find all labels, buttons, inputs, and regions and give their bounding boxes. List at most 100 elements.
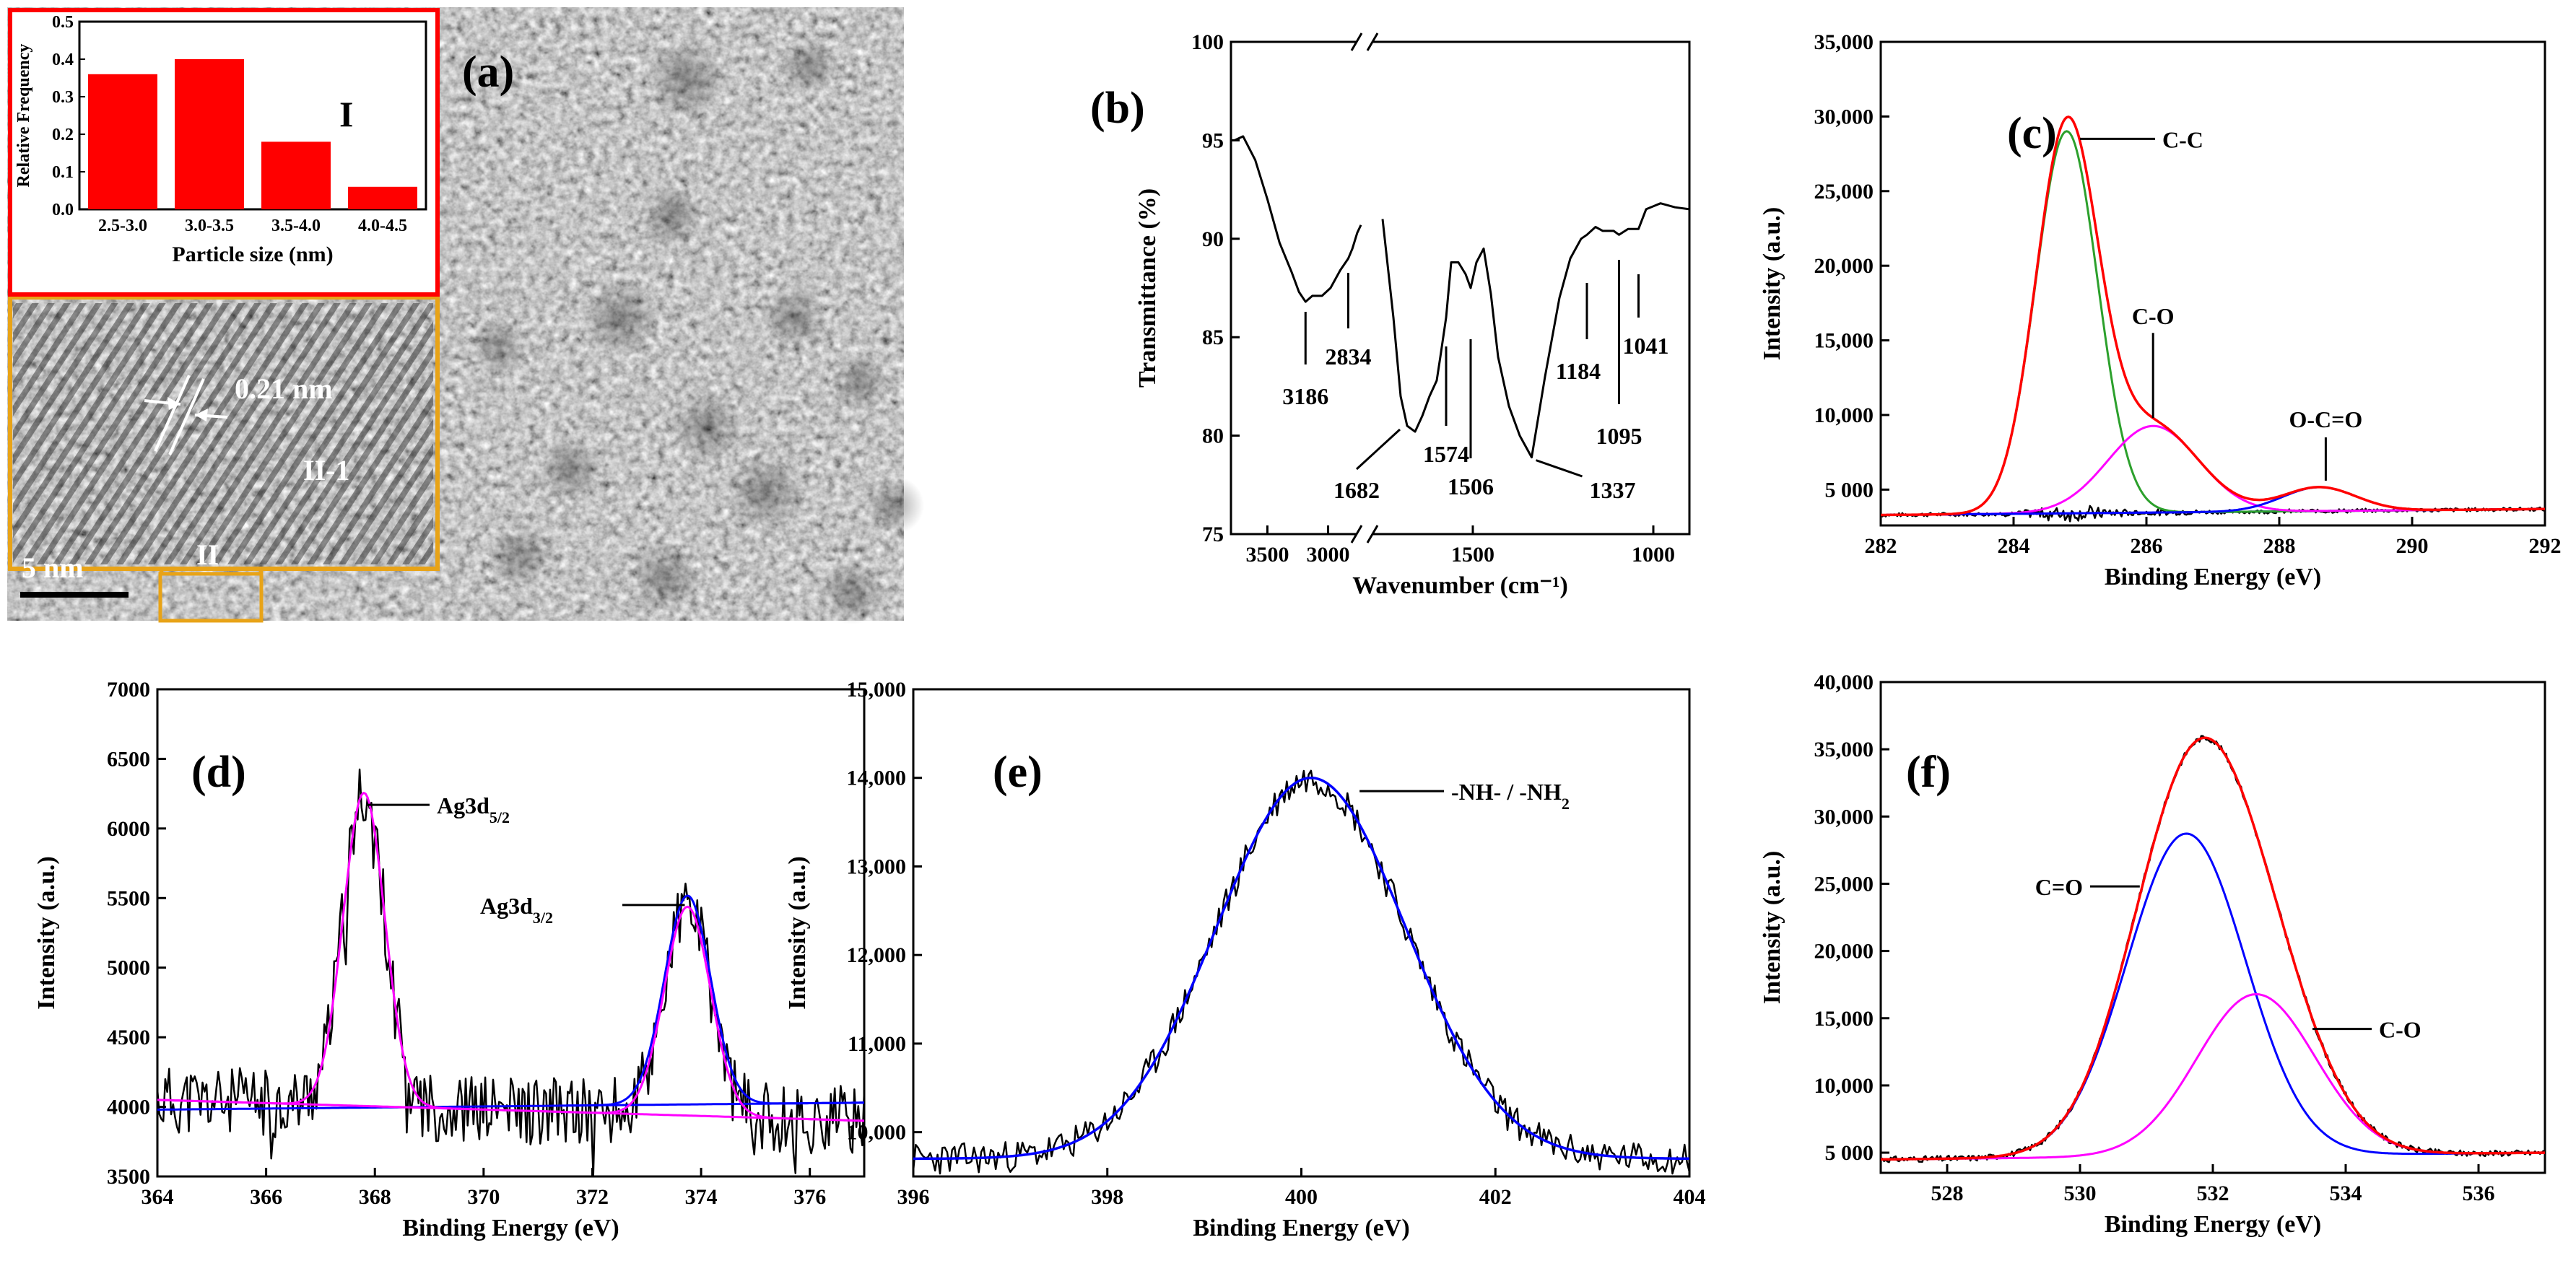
lattice-fringe (274, 320, 433, 564)
y-tick-label: 11,000 (848, 1032, 906, 1056)
lattice-fringe (84, 303, 261, 564)
fit-curve (913, 776, 1689, 1161)
peak-marker (1355, 428, 1401, 471)
panel-label-a: (a) (462, 48, 514, 97)
y-tick-label: 6000 (107, 817, 150, 841)
histogram-bar (175, 59, 244, 209)
peak-label: 1506 (1448, 473, 1494, 499)
lattice-fringe (322, 394, 433, 564)
x-tick-label: 282 (1865, 534, 1897, 558)
x-tick-label: 284 (1998, 534, 2030, 558)
lattice-fringe (13, 303, 166, 538)
lattice-fringe (13, 303, 134, 490)
label-subscript: 5/2 (489, 808, 510, 826)
y-axis-label: Intensity (a.u.) (1759, 207, 1785, 361)
scale-bar-label: 5 nm (22, 551, 84, 584)
lattice-fringe (68, 303, 245, 564)
y-tick-label: 7000 (107, 678, 150, 702)
lattice-fringe (354, 443, 433, 564)
histogram-label: I (339, 94, 353, 134)
peak-label: 1095 (1596, 423, 1642, 449)
x-axis-label: Binding Energy (eV) (402, 1215, 619, 1241)
lattice-fringe (13, 303, 182, 563)
y-tick-label: 5 000 (1825, 478, 1874, 502)
x-tick-label: 292 (2529, 534, 2562, 558)
raw-data (1880, 735, 2546, 1163)
lattice-fringe (195, 303, 373, 564)
label-subscript: 3/2 (533, 908, 553, 926)
envelope-fit (157, 792, 865, 1122)
x-tick-label: 532 (2197, 1182, 2229, 1205)
lattice-fringe (13, 303, 87, 416)
histogram-x-tick-label: 4.0-4.5 (358, 217, 407, 235)
background-line (157, 1101, 864, 1111)
lattice-fringe (370, 468, 433, 564)
axes-frame (1879, 40, 2546, 527)
peak-label: 1184 (1556, 358, 1601, 384)
x-tick-label: 376 (793, 1185, 826, 1209)
peak-label: 3186 (1282, 383, 1328, 409)
peak-label: 1682 (1333, 477, 1380, 503)
hrtem-label: II-1 (303, 454, 349, 486)
lattice-fringe (13, 303, 150, 514)
peak-label: 1337 (1590, 477, 1636, 503)
y-tick-label: 75 (1202, 523, 1224, 546)
panel-c: 282 284 286 288 290 292 5 000 10,000 15,000 20,00… (1759, 30, 2562, 590)
lattice-fringe (131, 303, 309, 564)
x-tick-label: 290 (2396, 534, 2429, 558)
y-axis-label: Intensity (a.u.) (1759, 851, 1785, 1005)
axis-break-mask (1356, 527, 1373, 541)
lattice-fringe (290, 345, 433, 564)
lattice-fringe (905, 289, 1093, 577)
fit-component-ag3d32 (565, 894, 864, 1107)
x-axis-label: Binding Energy (eV) (2105, 564, 2321, 590)
axis-break-mark (1366, 525, 1379, 543)
lattice-fringe (179, 303, 357, 564)
x-tick-label: 536 (2463, 1182, 2495, 1205)
histogram-y-tick-label: 0.3 (52, 88, 74, 107)
lattice-fringe (401, 516, 433, 564)
histogram-y-tick-label: 0.5 (52, 13, 74, 32)
lattice-fringe (889, 289, 1077, 577)
lattice-fringe (386, 492, 433, 564)
peak-label: C-C (2162, 126, 2203, 152)
peak-marker (1536, 459, 1583, 478)
axes-frame (1879, 681, 2546, 1174)
lattice-fringe (13, 303, 103, 441)
raw-data (912, 769, 1691, 1175)
lattice-fringes (13, 289, 1125, 577)
x-tick-label: 364 (142, 1185, 174, 1209)
lattice-fringe (100, 303, 277, 564)
y-tick-label: 14,000 (847, 767, 907, 790)
x-tick-label: 368 (359, 1185, 391, 1209)
y-tick-label: 25,000 (1814, 180, 1874, 204)
y-tick-label: 95 (1202, 128, 1224, 152)
histogram-y-axis-label: Relative Frequency (14, 44, 33, 188)
axis-break-mask (1356, 35, 1373, 49)
histogram-x-tick-label: 3.0-3.5 (185, 217, 234, 235)
fit-component-C=O (1880, 832, 2545, 1161)
peak-label: C-O (2132, 303, 2175, 329)
ftir-spectrum-left (1234, 135, 1362, 303)
lattice-spacing: 0.21 nm (235, 372, 333, 405)
lattice-fringe (147, 303, 325, 564)
y-tick-label: 85 (1202, 326, 1224, 349)
histogram-bar (261, 141, 331, 209)
histogram-bar (88, 74, 157, 209)
histogram-bar (348, 186, 417, 209)
lattice-fringe (116, 303, 293, 564)
panel-label-b: (b) (1090, 84, 1145, 133)
peak-label: Ag3d5/2 (437, 792, 510, 826)
panel-label-d: (d) (191, 748, 246, 797)
lattice-fringe (227, 303, 404, 564)
y-tick-label: 80 (1202, 424, 1224, 448)
lattice-fringe (937, 289, 1125, 577)
lattice-fringe (258, 303, 433, 564)
histogram-y-tick-label: 0.4 (52, 51, 74, 69)
label-subscript: 2 (1562, 795, 1570, 813)
y-axis-label: Transmittance (%) (1134, 188, 1161, 388)
y-axis-label: Intensity (a.u.) (784, 856, 811, 1010)
panel-e: 396 398 400 402 404 10,000 11,000 12,000 13,000 1… (784, 678, 1706, 1241)
y-tick-label: 40,000 (1814, 671, 1874, 694)
y-axis-label: Intensity (a.u.) (33, 856, 60, 1010)
